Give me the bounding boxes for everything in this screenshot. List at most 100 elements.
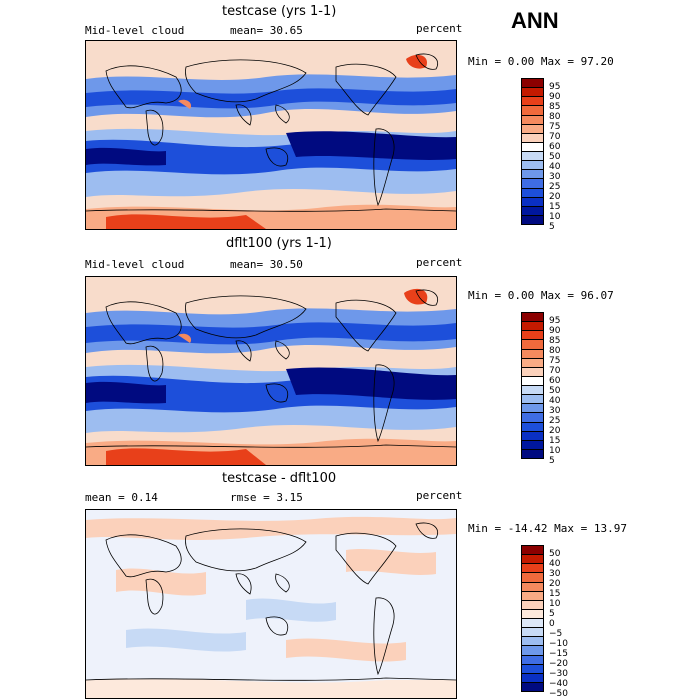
mean-value: mean = 0.14 bbox=[85, 491, 158, 504]
mean-value: mean= 30.65 bbox=[230, 24, 303, 37]
colorbar-swatch bbox=[522, 619, 543, 629]
colorbar-tick-label: 90 bbox=[549, 326, 561, 336]
colorbar-swatch bbox=[522, 179, 543, 189]
colorbar-labels: 95 90 85 80 75 70 60 50 40 30 25 20 15 10 5 bbox=[549, 82, 561, 232]
field-label: Mid-level cloud bbox=[85, 258, 185, 271]
colorbar-swatch bbox=[522, 546, 543, 556]
colorbar-tick-label: 30 bbox=[549, 569, 561, 579]
units-label: percent bbox=[416, 256, 463, 269]
colorbar bbox=[521, 312, 544, 459]
colorbar-swatch bbox=[522, 564, 543, 574]
colorbar-swatch bbox=[522, 682, 543, 691]
colorbar-swatch bbox=[522, 395, 543, 405]
colorbar-tick-label: 60 bbox=[549, 376, 561, 386]
panel-title: testcase (yrs 1-1) bbox=[222, 4, 337, 19]
colorbar-swatch bbox=[522, 188, 543, 198]
colorbar-tick-label: 80 bbox=[549, 112, 561, 122]
colorbar-tick-label: 20 bbox=[549, 192, 561, 202]
colorbar-swatch bbox=[522, 367, 543, 377]
colorbar-swatch bbox=[522, 161, 543, 171]
colorbar-tick-label: 20 bbox=[549, 426, 561, 436]
colorbar-swatch bbox=[522, 322, 543, 332]
colorbar-swatch bbox=[522, 386, 543, 396]
season-label: ANN bbox=[511, 8, 559, 33]
colorbar-swatch bbox=[522, 404, 543, 414]
colorbar-tick-label: 75 bbox=[549, 122, 561, 132]
mean-value: mean= 30.50 bbox=[230, 258, 303, 271]
colorbar-tick-label: 10 bbox=[549, 212, 561, 222]
colorbar-swatch bbox=[522, 440, 543, 450]
colorbar-tick-label: −15 bbox=[549, 649, 568, 659]
colorbar-tick-label: 30 bbox=[549, 172, 561, 182]
colorbar-tick-label: 20 bbox=[549, 579, 561, 589]
colorbar-swatch bbox=[522, 646, 543, 656]
world-map bbox=[85, 509, 457, 699]
colorbar-swatch bbox=[522, 609, 543, 619]
colorbar-swatch bbox=[522, 215, 543, 224]
colorbar-swatch bbox=[522, 673, 543, 683]
colorbar-tick-label: 50 bbox=[549, 386, 561, 396]
colorbar-tick-label: 85 bbox=[549, 102, 561, 112]
colorbar-tick-label: 25 bbox=[549, 182, 561, 192]
units-label: percent bbox=[416, 22, 463, 35]
min-max-readout: Min = 0.00 Max = 96.07 bbox=[468, 289, 614, 302]
colorbar-tick-label: 40 bbox=[549, 559, 561, 569]
colorbar-swatch bbox=[522, 349, 543, 359]
colorbar-tick-label: −30 bbox=[549, 669, 568, 679]
rmse-value: rmse = 3.15 bbox=[230, 491, 303, 504]
colorbar-tick-label: 5 bbox=[549, 609, 555, 619]
min-max-readout: Min = -14.42 Max = 13.97 bbox=[468, 522, 627, 535]
panel-title: testcase - dflt100 bbox=[222, 471, 337, 486]
colorbar-swatch bbox=[522, 197, 543, 207]
colorbar-swatch bbox=[522, 88, 543, 98]
colorbar-swatch bbox=[522, 582, 543, 592]
world-map bbox=[85, 40, 457, 230]
colorbar-tick-label: −50 bbox=[549, 689, 568, 699]
colorbar-tick-label: 25 bbox=[549, 416, 561, 426]
colorbar-tick-label: −40 bbox=[549, 679, 568, 689]
colorbar-swatch bbox=[522, 449, 543, 458]
colorbar-tick-label: 95 bbox=[549, 82, 561, 92]
colorbar-tick-label: 30 bbox=[549, 406, 561, 416]
colorbar-tick-label: −10 bbox=[549, 639, 568, 649]
colorbar-tick-label: 75 bbox=[549, 356, 561, 366]
colorbar-tick-label: 85 bbox=[549, 336, 561, 346]
colorbar-swatch bbox=[522, 422, 543, 432]
colorbar-tick-label: 15 bbox=[549, 589, 561, 599]
colorbar-tick-label: −5 bbox=[549, 629, 563, 639]
colorbar-swatch bbox=[522, 664, 543, 674]
colorbar-swatch bbox=[522, 358, 543, 368]
colorbar-swatch bbox=[522, 206, 543, 216]
units-label: percent bbox=[416, 489, 463, 502]
colorbar-tick-label: −20 bbox=[549, 659, 568, 669]
colorbar-swatch bbox=[522, 97, 543, 107]
colorbar-swatch bbox=[522, 600, 543, 610]
colorbar-tick-label: 40 bbox=[549, 396, 561, 406]
colorbar-swatch bbox=[522, 115, 543, 125]
colorbar-swatch bbox=[522, 628, 543, 638]
colorbar-swatch bbox=[522, 331, 543, 341]
colorbar-tick-label: 70 bbox=[549, 366, 561, 376]
colorbar-swatch bbox=[522, 655, 543, 665]
colorbar-tick-label: 5 bbox=[549, 456, 555, 466]
colorbar-swatch bbox=[522, 142, 543, 152]
world-map bbox=[85, 276, 457, 466]
colorbar bbox=[521, 545, 544, 692]
colorbar-swatch bbox=[522, 376, 543, 386]
colorbar-tick-label: 50 bbox=[549, 152, 561, 162]
colorbar-swatch bbox=[522, 124, 543, 134]
colorbar-swatch bbox=[522, 555, 543, 565]
colorbar-tick-label: 95 bbox=[549, 316, 561, 326]
colorbar-labels: 95 90 85 80 75 70 60 50 40 30 25 20 15 10 5 bbox=[549, 316, 561, 466]
panel-title: dflt100 (yrs 1-1) bbox=[226, 236, 332, 251]
colorbar-swatch bbox=[522, 152, 543, 162]
colorbar-tick-label: 40 bbox=[549, 162, 561, 172]
colorbar-swatch bbox=[522, 79, 543, 89]
colorbar-swatch bbox=[522, 170, 543, 180]
min-max-readout: Min = 0.00 Max = 97.20 bbox=[468, 55, 614, 68]
colorbar bbox=[521, 78, 544, 225]
field-label: Mid-level cloud bbox=[85, 24, 185, 37]
colorbar-swatch bbox=[522, 313, 543, 323]
colorbar-swatch bbox=[522, 431, 543, 441]
colorbar-tick-label: 60 bbox=[549, 142, 561, 152]
